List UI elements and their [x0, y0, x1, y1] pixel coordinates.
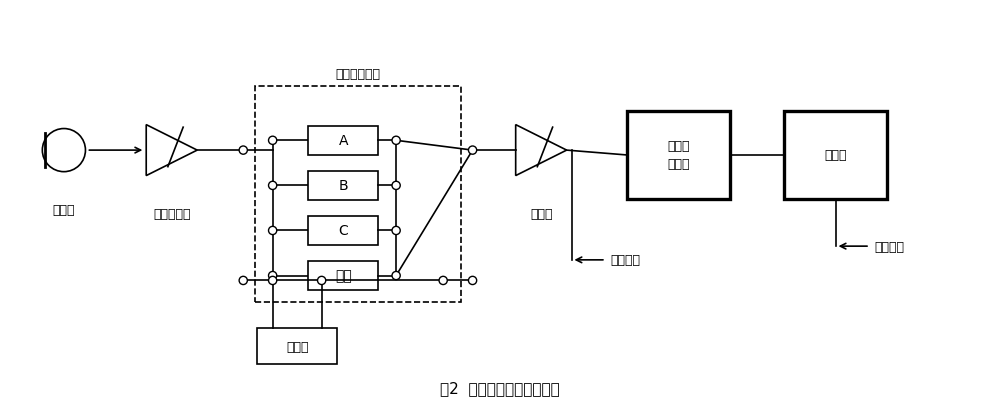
- Text: 线性: 线性: [335, 269, 352, 283]
- Text: C: C: [338, 224, 348, 238]
- Circle shape: [269, 137, 277, 145]
- Text: 图2  声级计基本结构示意图: 图2 声级计基本结构示意图: [440, 380, 560, 395]
- Circle shape: [439, 276, 447, 285]
- Bar: [308, 171, 378, 200]
- Bar: [308, 261, 378, 290]
- Circle shape: [239, 276, 247, 285]
- Text: 频率计数网络: 频率计数网络: [335, 67, 380, 80]
- Circle shape: [468, 276, 477, 285]
- Text: 直流输出: 直流输出: [875, 240, 905, 253]
- Circle shape: [392, 272, 400, 280]
- Circle shape: [392, 227, 400, 235]
- Text: B: B: [338, 179, 348, 193]
- Bar: [257, 329, 337, 364]
- Text: 前置放大器: 前置放大器: [153, 207, 190, 220]
- Text: 滤波器: 滤波器: [286, 340, 308, 353]
- Circle shape: [318, 276, 326, 285]
- Circle shape: [269, 276, 277, 285]
- Circle shape: [392, 137, 400, 145]
- Circle shape: [392, 182, 400, 190]
- Bar: [255, 87, 461, 302]
- Bar: [308, 216, 378, 245]
- Text: 放大器: 放大器: [530, 207, 552, 220]
- Circle shape: [468, 146, 477, 155]
- Text: 有效值
检波器: 有效值 检波器: [668, 140, 690, 171]
- Text: 传声器: 传声器: [53, 204, 75, 216]
- Text: 交流输出: 交流输出: [611, 254, 641, 267]
- Bar: [627, 112, 730, 200]
- Text: 指示器: 指示器: [824, 149, 847, 162]
- Circle shape: [269, 182, 277, 190]
- Circle shape: [239, 146, 247, 155]
- Bar: [308, 126, 378, 155]
- Circle shape: [269, 272, 277, 280]
- Bar: [784, 112, 887, 200]
- Circle shape: [269, 227, 277, 235]
- Text: A: A: [338, 134, 348, 148]
